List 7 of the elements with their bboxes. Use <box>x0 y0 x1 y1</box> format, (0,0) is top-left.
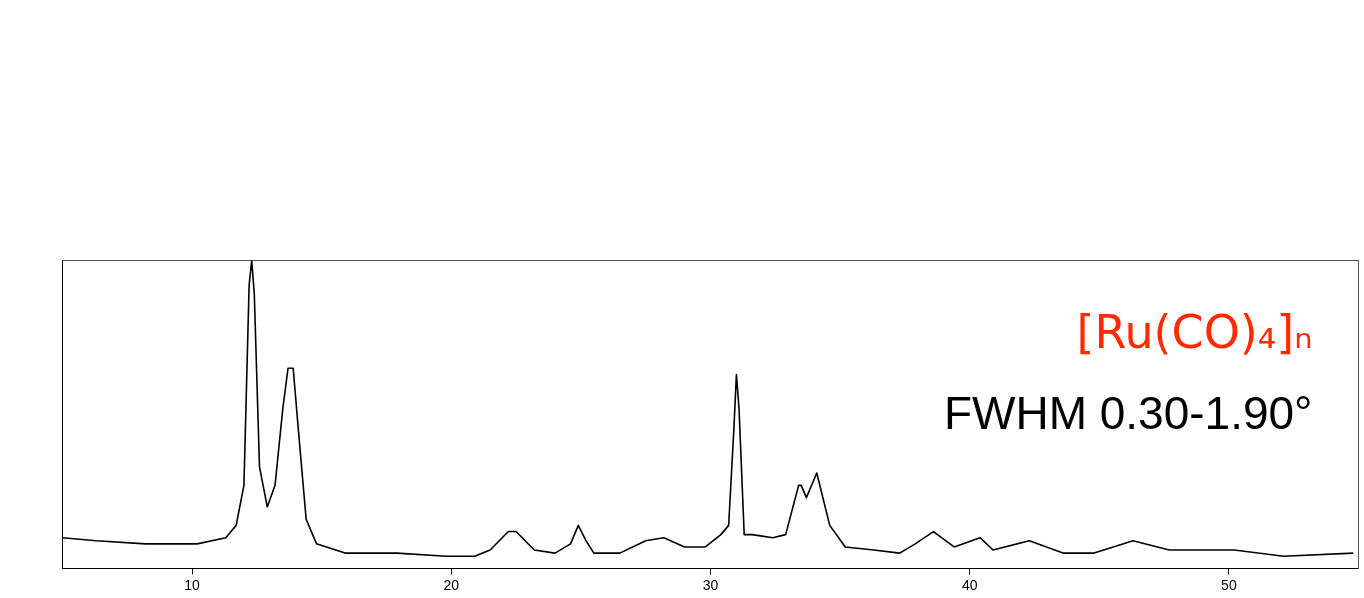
annotation: FWHM 0.30-1.90° <box>943 386 1313 439</box>
annotation: [Ru(CO)₄]ₙ <box>1076 304 1313 359</box>
x-tick-label: 30 <box>702 576 719 593</box>
x-tick-label: 20 <box>443 576 460 593</box>
x-tick-label: 10 <box>184 576 201 593</box>
x-tick-label: 50 <box>1221 576 1237 593</box>
x-tick-label: 40 <box>961 576 978 593</box>
